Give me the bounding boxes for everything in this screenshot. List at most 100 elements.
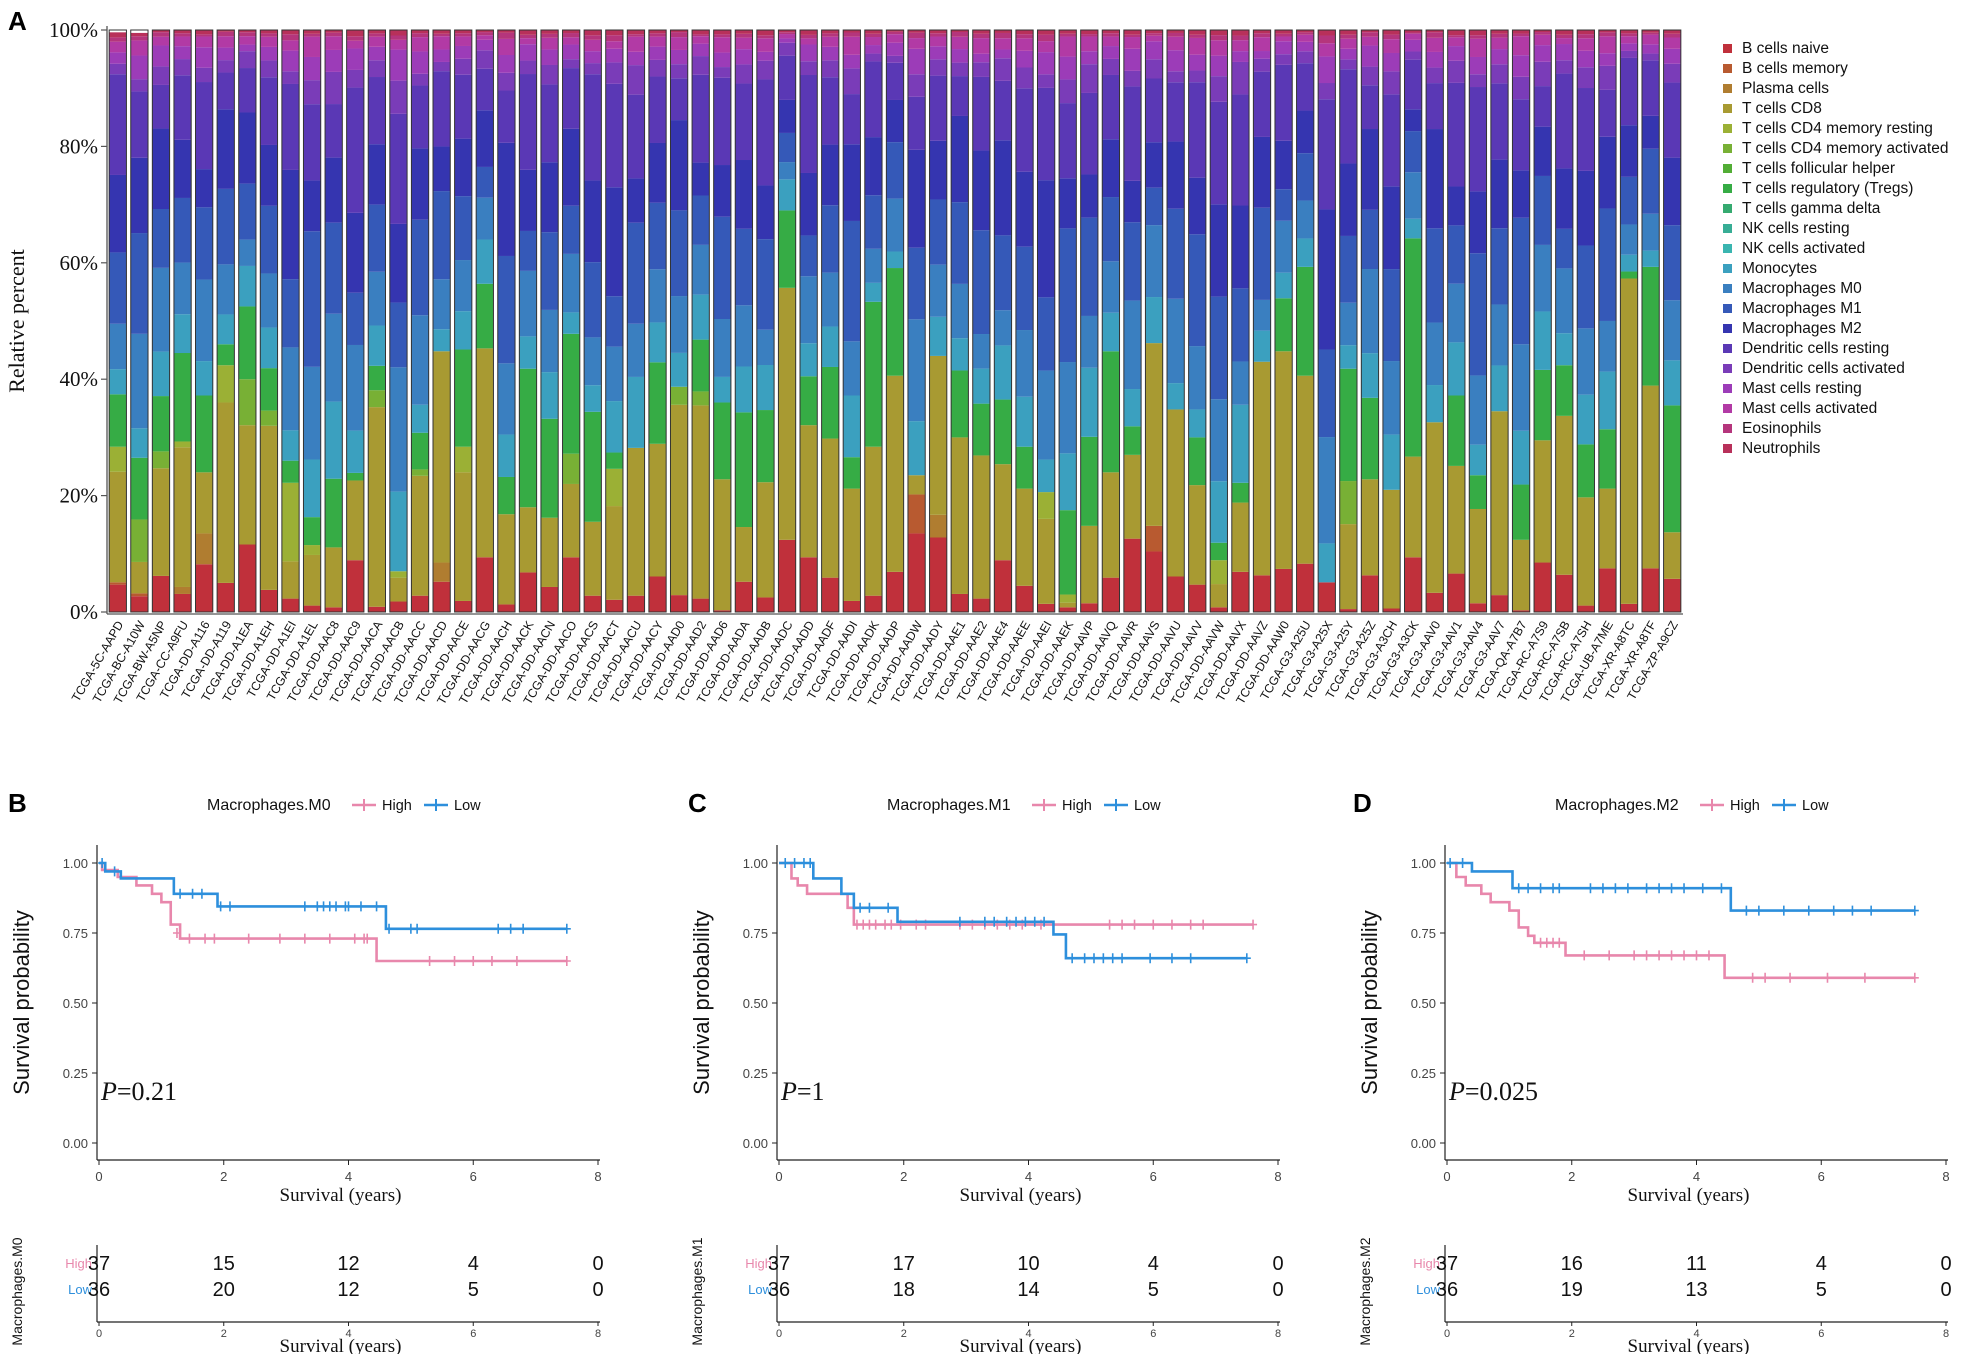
bar-segment-macrophages-m0 [778,162,796,180]
bar-segment-t-cells-regulatory-tregs- [260,368,278,411]
x-tick-label: 8 [594,1169,601,1184]
bar-segment-macrophages-m2 [519,169,537,231]
bar-segment-eosinophils [735,33,753,38]
bar-segment-neutrophils [1598,30,1617,33]
bar-segment-t-cells-cd8 [1577,497,1595,606]
bar-segment-neutrophils [1555,30,1573,35]
bar-segment-mast-cells-resting [1188,54,1206,71]
bar-segment-mast-cells-activated [1123,37,1142,49]
bar-segment-t-cells-cd4-memory-resting [1037,492,1055,519]
bar-segment-macrophages-m2 [1339,163,1358,236]
bar-outline [540,29,559,613]
bar-segment-b-cells-naive [411,595,429,612]
stacked-bar [259,29,279,613]
bar-segment-monocytes [1167,383,1185,410]
bar-segment-monocytes [800,343,818,377]
p-value: P=1 [780,1077,825,1106]
bar-segment-mast-cells-activated [713,37,731,53]
bar-segment-monocytes [303,459,321,518]
bar-segment-t-cells-cd4-memory-resting [303,545,321,555]
bar-segment-monocytes [368,325,386,366]
bar-outline [1036,29,1056,613]
bar-segment-macrophages-m0 [735,305,753,367]
legend-label: Plasma cells [1742,80,1829,97]
bar-segment-t-cells-cd8 [756,482,775,598]
bar-segment-macrophages-m0 [1641,213,1660,251]
bar-segment-monocytes [1577,394,1595,445]
censor-mark [1642,950,1651,961]
bar-segment-eosinophils [1361,32,1379,37]
bar-segment-macrophages-m1 [519,230,537,271]
bar-outline [497,29,516,613]
bar-segment-mast-cells-resting [281,50,300,72]
bar-segment-monocytes [540,372,559,419]
bar-segment-mast-cells-resting [994,49,1012,59]
bar-segment-monocytes [1296,238,1314,267]
bar-segment-dendritic-cells-activated [1620,50,1638,58]
bar-segment-macrophages-m1 [1426,228,1444,323]
censor-mark [512,956,521,966]
survival-curve-low [1447,861,1915,912]
bar-segment-t-cells-cd8 [907,475,926,495]
bar-segment-mast-cells-activated [1296,34,1314,42]
p-value-text: =1 [797,1077,825,1106]
risk-count: 36 [1436,1279,1458,1301]
bar-segment-t-cells-regulatory-tregs- [1231,482,1250,503]
bar-segment-dendritic-cells-resting [519,74,537,170]
bar-segment-dendritic-cells-activated [864,53,883,62]
bar-segment-macrophages-m2 [1145,142,1163,188]
bar-segment-plasma-cells [173,586,192,594]
legend-swatch [1723,104,1732,113]
x-axis-label: Survival (years) [960,1185,1082,1206]
bar-segment-mast-cells-resting [821,46,839,61]
bar-segment-dendritic-cells-resting [454,74,472,139]
bar-segment-dendritic-cells-resting [907,96,926,150]
bar-segment-neutrophils [1188,30,1206,35]
bar-segment-macrophages-m1 [109,252,127,324]
bar-segment-neutrophils [1210,30,1228,36]
bar-segment-macrophages-m1 [173,197,192,263]
censor-mark [1012,916,1021,927]
bar-segment-dendritic-cells-resting [173,75,192,140]
bar-segment-t-cells-regulatory-tregs- [303,517,321,546]
bar-segment-eosinophils [1296,32,1314,35]
bar-segment-monocytes [1641,250,1660,267]
bar-segment-mast-cells-resting [1274,41,1293,55]
bar-segment-macrophages-m0 [281,347,300,431]
bar-segment-monocytes [756,364,775,411]
stacked-bar [1339,29,1358,613]
bar-segment-macrophages-m2 [497,142,516,256]
bar-segment-dendritic-cells-resting [260,77,278,145]
bar-segment-neutrophils [1469,30,1487,36]
bar-segment-b-cells-naive [346,560,364,612]
bar-segment-b-cells-naive [1577,605,1595,612]
censor-mark [1655,950,1664,961]
bar-segment-macrophages-m1 [346,292,364,345]
bar-outline [1274,29,1293,613]
bar-segment-t-cells-regulatory-tregs- [843,457,861,489]
censor-mark [225,901,234,912]
bar-segment-t-cells-cd8 [325,547,343,608]
stacked-bar [1663,29,1682,613]
stacked-bar [734,29,754,613]
bar-segment-t-cells-regulatory-tregs- [778,210,796,288]
bar-segment-dendritic-cells-activated [389,80,408,114]
bar-segment-dendritic-cells-resting [152,84,170,129]
risk-x-tick-label: 2 [1569,1328,1575,1340]
bar-segment-monocytes [195,361,213,396]
bar-segment-macrophages-m2 [951,115,969,203]
bar-outline [475,29,494,613]
legend-swatch [1723,324,1732,333]
y-tick-label: 0.50 [743,996,768,1011]
bar-segment-macrophages-m0 [605,346,623,402]
legend-swatch [1723,164,1732,173]
censor-mark [425,956,434,966]
survival-curve-high [1447,861,1915,980]
bar-segment-macrophages-m2 [432,146,451,192]
bar-segment-dendritic-cells-resting [864,61,883,138]
censor-mark [300,901,309,912]
legend-label: High [1062,798,1092,814]
bar-outline [669,29,689,613]
x-tick-label: 4 [1025,1169,1032,1184]
x-tick-label: 0 [95,1169,102,1184]
